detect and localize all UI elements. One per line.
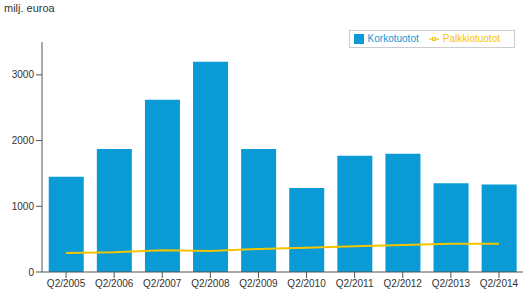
svg-text:Q2/2006: Q2/2006: [95, 278, 134, 289]
svg-text:1000: 1000: [12, 201, 35, 212]
svg-text:Q2/2010: Q2/2010: [287, 278, 326, 289]
svg-text:Q2/2009: Q2/2009: [239, 278, 278, 289]
html-text:Korkotuotot: Korkotuotot: [367, 33, 419, 44]
svg-text:0: 0: [28, 267, 34, 278]
svg-text:Q2/2011: Q2/2011: [336, 278, 374, 289]
svg-text:2000: 2000: [12, 135, 35, 146]
svg-text:Q2/2007: Q2/2007: [143, 278, 182, 289]
svg-text:Q2/2014: Q2/2014: [480, 278, 519, 289]
svg-text:Q2/2013: Q2/2013: [432, 278, 471, 289]
svg-text:Q2/2005: Q2/2005: [47, 278, 86, 289]
html-text:Palkkiotuotot: Palkkiotuotot: [442, 33, 500, 44]
svg-text:3000: 3000: [12, 69, 35, 80]
html-text:milj. euroa: milj. euroa: [4, 2, 55, 14]
svg-text:Q2/2012: Q2/2012: [384, 278, 423, 289]
svg-text:Q2/2008: Q2/2008: [191, 278, 230, 289]
